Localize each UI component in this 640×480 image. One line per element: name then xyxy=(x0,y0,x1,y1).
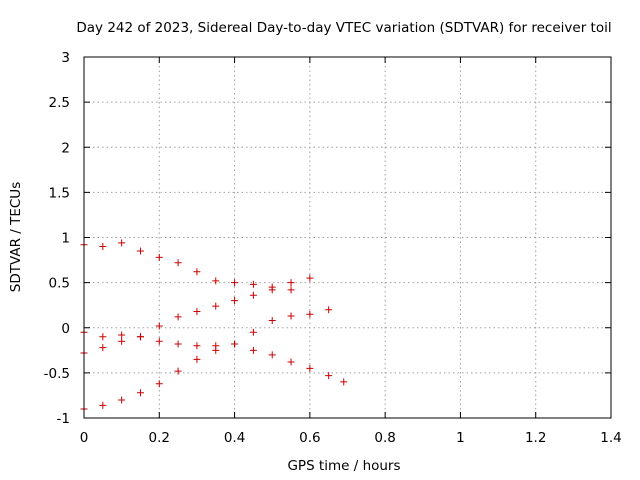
data-point xyxy=(325,306,333,314)
data-point xyxy=(193,268,201,276)
data-point xyxy=(212,342,220,350)
data-point xyxy=(99,401,107,409)
data-point xyxy=(249,291,257,299)
data-point xyxy=(136,333,144,341)
data-point xyxy=(174,367,182,375)
data-point xyxy=(268,286,276,294)
data-point xyxy=(306,274,314,282)
data-point xyxy=(287,358,295,366)
data-point xyxy=(99,344,107,352)
series-satellite-c xyxy=(80,274,314,357)
data-point xyxy=(193,308,201,316)
data-point xyxy=(99,333,107,341)
data-point xyxy=(118,337,126,345)
data-point xyxy=(325,372,333,380)
x-tick-label: 1.4 xyxy=(600,430,621,446)
data-point xyxy=(287,279,295,287)
x-tick-label: 0.4 xyxy=(224,430,245,446)
data-point xyxy=(306,364,314,372)
y-axis-label: SDTVAR / TECUs xyxy=(8,182,24,292)
data-point xyxy=(155,253,163,261)
data-point xyxy=(287,286,295,294)
y-tick-label: 2.5 xyxy=(49,95,70,111)
data-point xyxy=(174,313,182,321)
data-point xyxy=(193,342,201,350)
y-tick-label: -1 xyxy=(57,411,70,427)
plot-frame xyxy=(83,56,612,419)
y-tick-label: -0.5 xyxy=(44,366,70,382)
data-point xyxy=(249,328,257,336)
x-axis-label: GPS time / hours xyxy=(287,458,400,474)
data-point xyxy=(340,378,348,386)
data-point xyxy=(306,310,314,318)
x-tick-label: 0.2 xyxy=(149,430,170,446)
y-tick-label: 1.5 xyxy=(49,185,70,201)
data-point xyxy=(249,346,257,354)
data-point xyxy=(118,239,126,247)
data-point xyxy=(99,243,107,251)
grid xyxy=(84,57,611,418)
x-tick-label: 1.2 xyxy=(525,430,546,446)
data-point xyxy=(118,331,126,339)
axis-ticks xyxy=(83,56,612,419)
data-point xyxy=(136,247,144,255)
data-series xyxy=(80,239,348,413)
data-point xyxy=(174,259,182,267)
data-point xyxy=(287,312,295,320)
series-satellite-b xyxy=(80,306,333,413)
series-satellite-d xyxy=(80,328,348,386)
y-tick-label: 0.5 xyxy=(49,276,70,292)
data-point xyxy=(231,279,239,287)
data-point xyxy=(268,317,276,325)
data-point xyxy=(155,322,163,330)
data-point xyxy=(174,340,182,348)
data-point xyxy=(268,351,276,359)
x-tick-label: 0 xyxy=(80,430,89,446)
y-tick-label: 3 xyxy=(61,50,70,66)
y-tick-label: 2 xyxy=(61,140,70,156)
chart-title: Day 242 of 2023, Sidereal Day-to-day VTE… xyxy=(76,20,611,36)
data-point xyxy=(231,297,239,305)
data-point xyxy=(212,277,220,285)
data-point xyxy=(155,337,163,345)
data-point xyxy=(249,280,257,288)
x-tick-label: 1 xyxy=(456,430,465,446)
x-tick-labels: 0 0.2 0.4 0.6 0.8 1 1.2 1.4 xyxy=(80,430,622,446)
x-tick-label: 0.6 xyxy=(299,430,320,446)
data-point xyxy=(231,340,239,348)
data-point xyxy=(118,396,126,404)
data-point xyxy=(212,302,220,310)
data-point xyxy=(193,355,201,363)
y-tick-labels: -1 -0.5 0 0.5 1 1.5 2 2.5 3 xyxy=(44,50,70,427)
data-point xyxy=(155,380,163,388)
series-satellite-a xyxy=(80,239,295,294)
data-point xyxy=(136,389,144,397)
x-tick-label: 0.8 xyxy=(374,430,395,446)
y-tick-label: 1 xyxy=(61,231,70,247)
y-tick-label: 0 xyxy=(61,321,70,337)
